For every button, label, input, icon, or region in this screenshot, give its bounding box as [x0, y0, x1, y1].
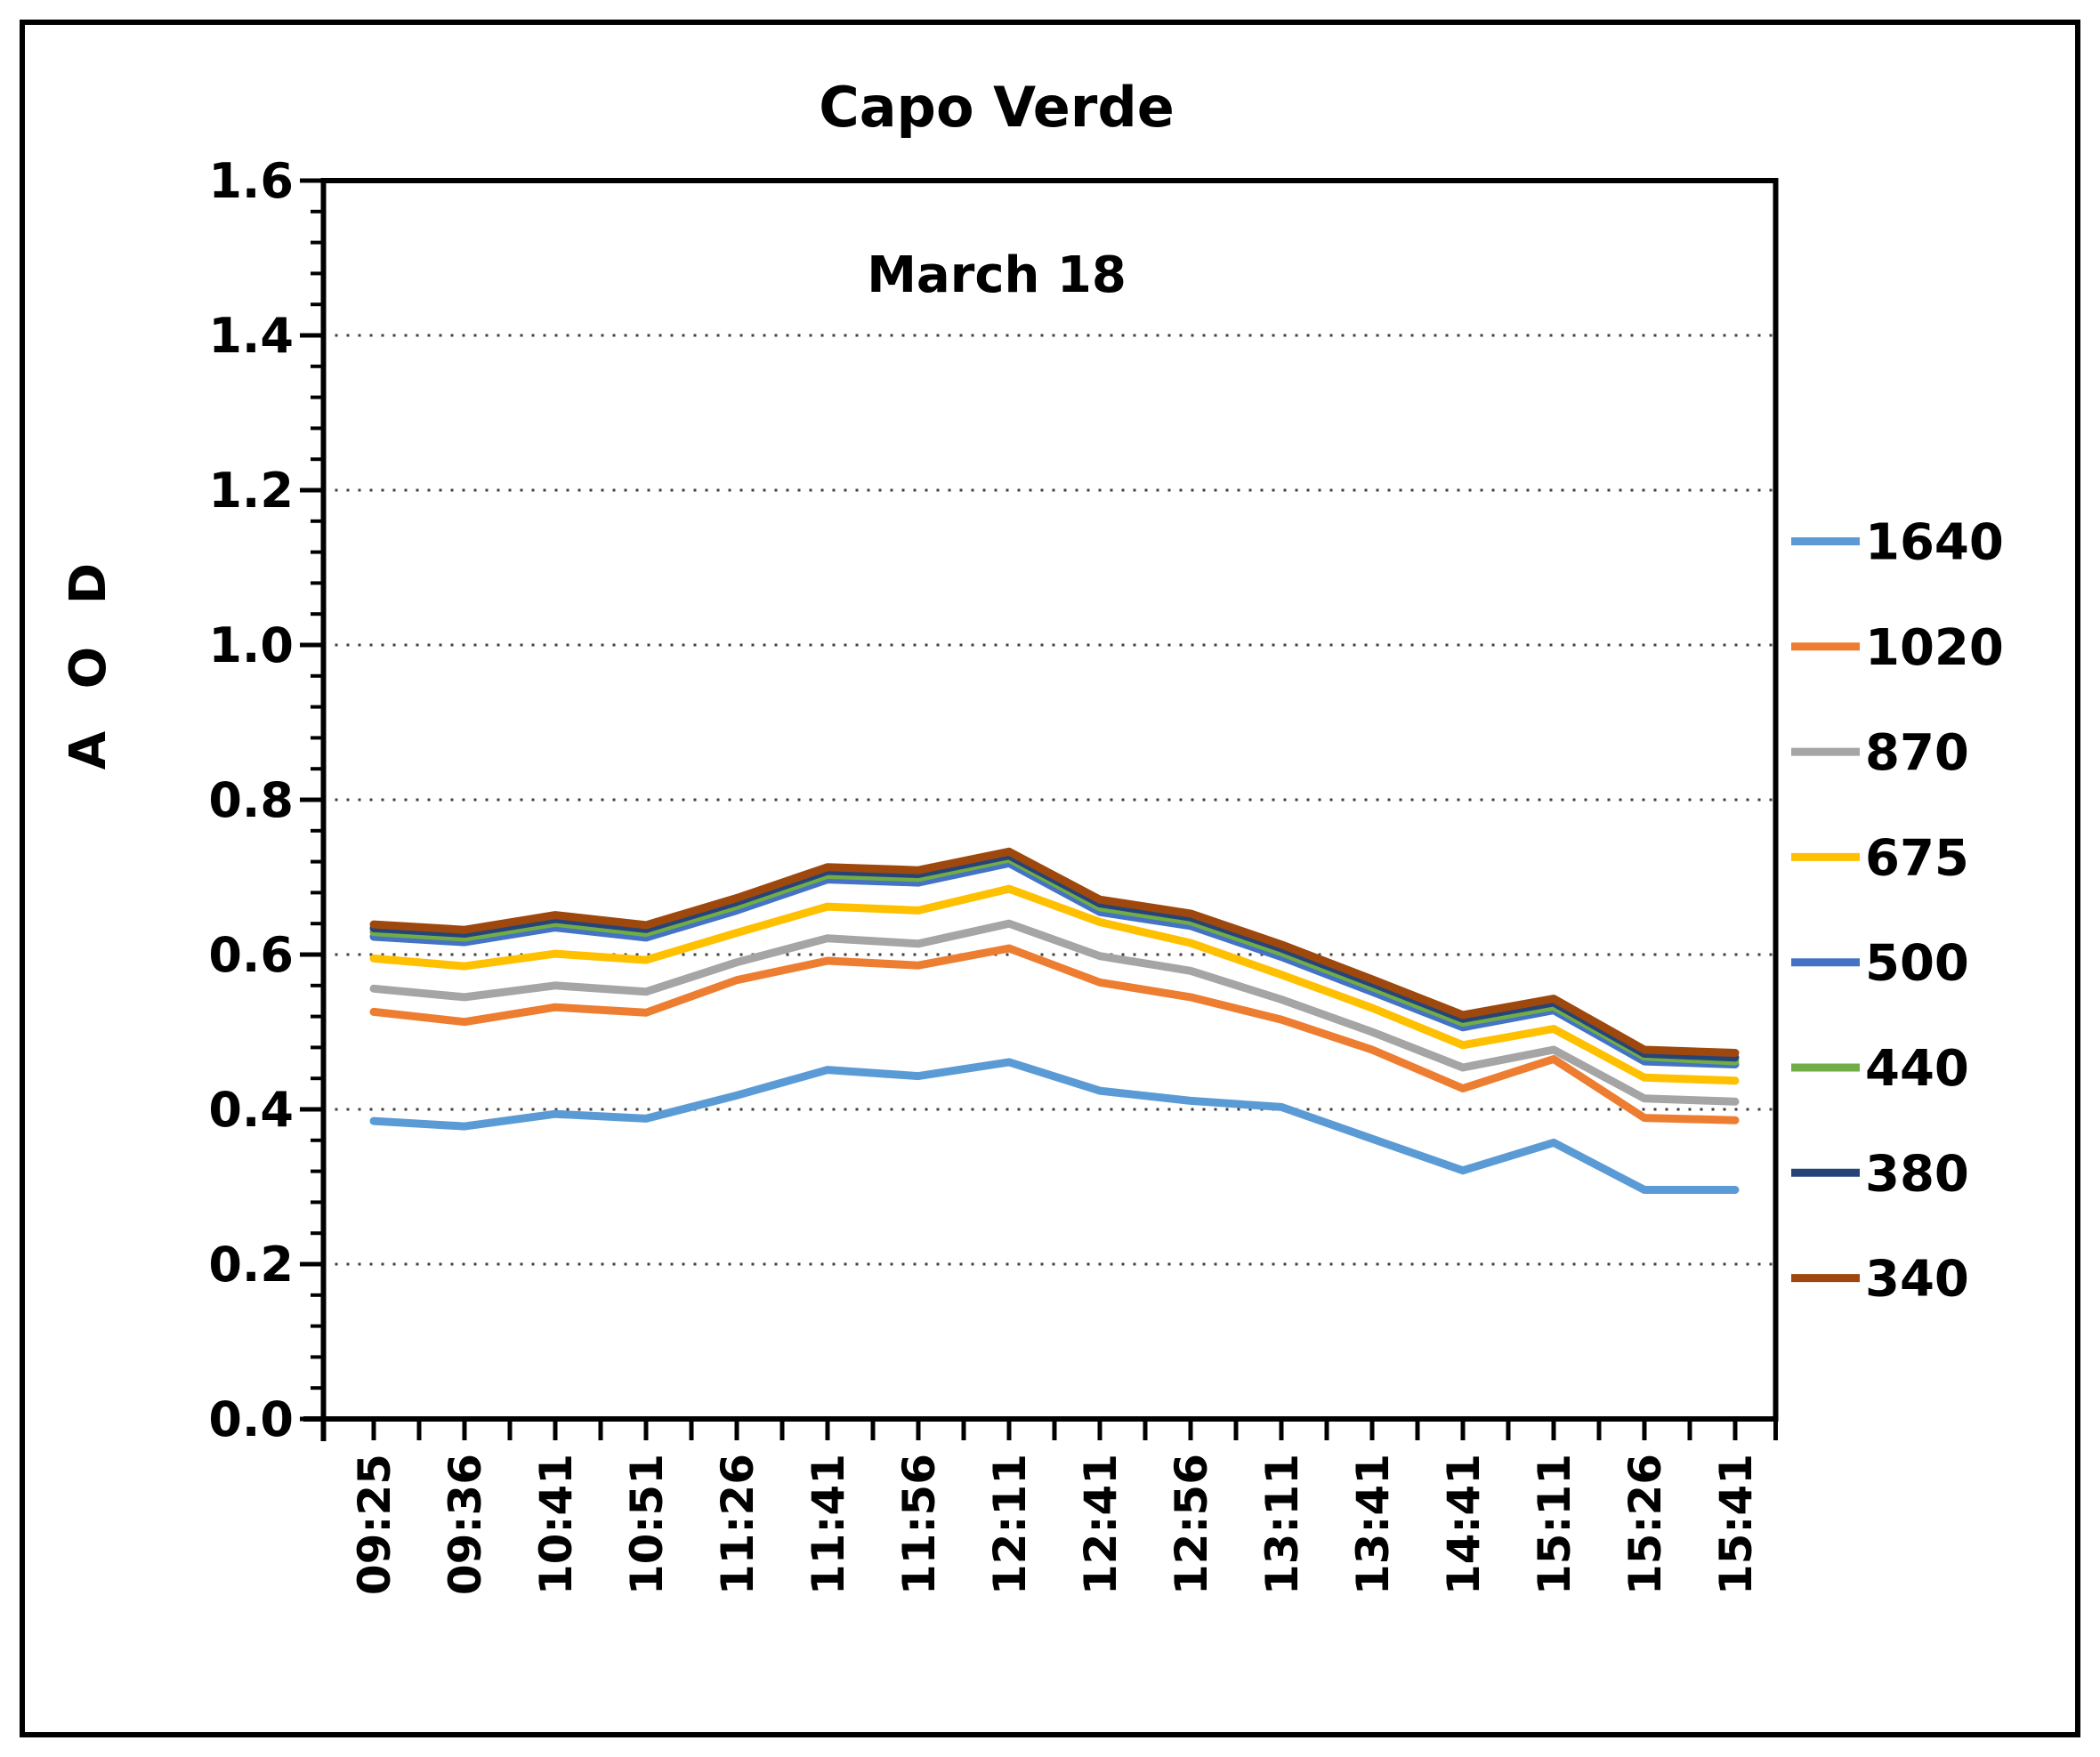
x-tick-label: 14:41: [1438, 1454, 1490, 1595]
legend-item-380: 380: [1791, 1145, 1969, 1203]
legend-label-500: 500: [1865, 935, 1969, 993]
y-tick-label: 0.2: [208, 1237, 294, 1293]
x-tick-label: 13:41: [1347, 1454, 1399, 1595]
x-tick-label: 11:56: [893, 1454, 945, 1595]
series-line-870: [369, 919, 1740, 1106]
y-tick-label: 0.0: [208, 1391, 294, 1447]
series-line-340: [369, 847, 1740, 1057]
series-line-1640: [369, 1058, 1740, 1194]
y-axis-labels: 0.0 0.2 0.4 0.6 0.8 1.0 1.2 1.4 1.6: [208, 153, 294, 1447]
x-tick-label: 10:51: [621, 1454, 673, 1595]
series-line-500: [369, 858, 1740, 1068]
legend-item-1020: 1020: [1791, 619, 2004, 677]
legend-label-380: 380: [1865, 1145, 1969, 1203]
x-axis-labels: 09:25 09:36 10:41 10:51 11:26 11:41 11:56 12:11…: [349, 1454, 1762, 1595]
x-tick-label: 15:41: [1710, 1454, 1762, 1595]
x-tick-label: 15:26: [1619, 1454, 1671, 1595]
series-line-675: [369, 884, 1740, 1085]
legend-item-675: 675: [1791, 829, 1969, 887]
legend-item-340: 340: [1791, 1251, 1969, 1309]
legend-label-340: 340: [1865, 1251, 1969, 1309]
x-tick-label: 12:56: [1166, 1454, 1217, 1595]
x-tick-label: 11:41: [803, 1454, 854, 1595]
y-tick-label: 1.2: [208, 463, 294, 519]
legend-label-870: 870: [1865, 724, 1969, 782]
x-tick-label: 09:36: [440, 1454, 491, 1595]
legend-item-500: 500: [1791, 935, 1969, 993]
x-tick-label: 12:41: [1075, 1454, 1127, 1595]
x-axis-ticks: [371, 1419, 1778, 1440]
y-tick-label: 1.4: [208, 308, 294, 364]
x-tick-label: 15:11: [1529, 1454, 1580, 1595]
y-axis-title: A O D: [60, 551, 117, 770]
legend-label-675: 675: [1865, 829, 1969, 887]
x-tick-label: 09:25: [349, 1454, 400, 1595]
legend: 1640 1020 870 675 500 440 380 340: [1791, 514, 2004, 1309]
y-tick-label: 0.4: [208, 1082, 294, 1138]
x-tick-label: 13:11: [1256, 1454, 1308, 1595]
x-tick-label: 11:26: [712, 1454, 763, 1595]
legend-label-440: 440: [1865, 1040, 1969, 1098]
legend-label-1020: 1020: [1865, 619, 2004, 677]
y-tick-label: 1.6: [208, 153, 294, 209]
legend-item-1640: 1640: [1791, 514, 2004, 572]
chart-subtitle: March 18: [867, 246, 1127, 304]
data-series-lines: [369, 847, 1740, 1194]
series-line-1020: [369, 944, 1740, 1124]
y-tick-label: 0.6: [208, 927, 294, 983]
x-tick-label: 12:11: [984, 1454, 1036, 1595]
y-axis-ticks: [300, 178, 324, 1422]
legend-item-870: 870: [1791, 724, 1969, 782]
chart-title: Capo Verde: [819, 75, 1175, 140]
legend-label-1640: 1640: [1865, 514, 2004, 572]
y-tick-label: 0.8: [208, 772, 294, 828]
y-tick-label: 1.0: [208, 617, 294, 673]
x-tick-label: 10:41: [530, 1454, 582, 1595]
legend-item-440: 440: [1791, 1040, 1969, 1098]
